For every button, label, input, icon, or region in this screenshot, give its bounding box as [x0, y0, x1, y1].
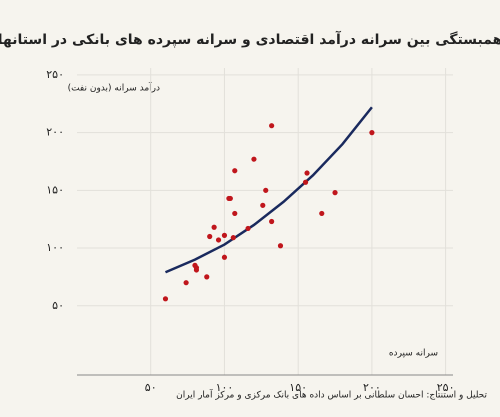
y-tick-label: ۵۰ [52, 299, 64, 312]
data-point [277, 243, 284, 249]
y-tick-label: ۲۵۰ [46, 68, 64, 81]
y-axis-label: درآمد سرانه (بدون نفت) [68, 82, 160, 94]
chart-title: همبستگی بین سرانه درآمد اقتصادی و سرانه … [0, 30, 500, 48]
data-point [302, 179, 309, 185]
data-point [211, 224, 217, 230]
data-point [162, 296, 169, 302]
data-point [221, 254, 228, 260]
x-axis-label: سرانه سپرده [389, 349, 438, 359]
data-point [204, 274, 210, 280]
data-point [183, 280, 189, 286]
data-point [215, 237, 222, 243]
fit-curve [164, 106, 373, 274]
data-point [245, 225, 251, 232]
data-point [269, 123, 275, 129]
data-point [232, 210, 238, 217]
data-point [221, 232, 228, 238]
x-tick-label: ۲۵۰ [437, 381, 455, 394]
x-tick-label: ۵۰ [145, 381, 157, 394]
y-tick-label: ۱۰۰ [46, 241, 64, 254]
data-point [227, 195, 233, 202]
source-note: تحلیل و استنتاج: احسان سلطانی بر اساس دا… [176, 389, 487, 401]
y-tick-label: ۲۰۰ [46, 126, 64, 139]
x-tick-label: ۱۰۰ [216, 381, 234, 394]
data-point [251, 156, 257, 162]
data-point [369, 130, 375, 136]
x-tick-label: ۲۰۰ [363, 381, 381, 394]
data-point [230, 235, 236, 241]
x-tick-label: ۱۵۰ [289, 381, 307, 394]
y-tick-label: ۱۵۰ [46, 183, 64, 196]
data-point [232, 168, 238, 174]
data-point [263, 187, 269, 193]
data-point [193, 267, 200, 273]
data-point [260, 202, 266, 208]
data-point [207, 233, 213, 240]
data-point [319, 210, 325, 217]
data-point [304, 170, 310, 176]
data-point [269, 218, 275, 225]
data-point [332, 190, 338, 196]
